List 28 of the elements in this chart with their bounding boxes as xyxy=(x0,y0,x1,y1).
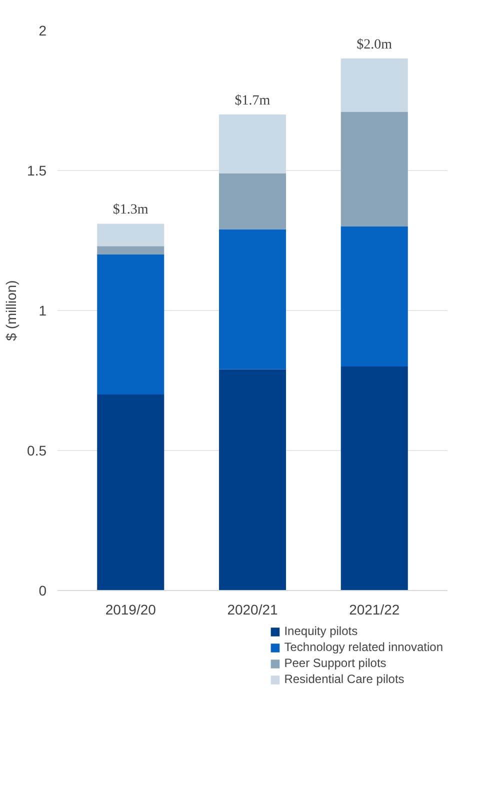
bar xyxy=(97,224,164,246)
legend-label: Residential Care pilots xyxy=(284,672,404,686)
bar xyxy=(97,254,164,394)
bar xyxy=(218,229,286,370)
bar xyxy=(340,58,408,112)
y-tick-label: 0.5 xyxy=(27,442,47,458)
bar xyxy=(340,366,408,590)
total-label: $1.7m xyxy=(234,94,270,108)
y-tick-label: 1.5 xyxy=(27,162,47,178)
legend-label: Technology related innovation xyxy=(284,640,443,654)
bar xyxy=(97,394,164,590)
legend-label: Inequity pilots xyxy=(284,624,358,638)
total-label: $2.0m xyxy=(356,38,392,52)
bar xyxy=(340,226,408,366)
y-tick-label: 2 xyxy=(38,22,47,38)
y-tick-label: 0 xyxy=(38,582,47,598)
total-label: $1.3m xyxy=(112,202,148,218)
bar xyxy=(97,246,164,254)
legend-label: Peer Support pilots xyxy=(284,656,386,670)
x-tick-label: 2020/21 xyxy=(227,602,278,618)
bar xyxy=(218,173,286,230)
y-axis-title: $ (million) xyxy=(3,280,20,341)
bar xyxy=(218,114,286,174)
x-tick-label: 2021/22 xyxy=(349,602,400,618)
bar xyxy=(218,369,286,590)
bar xyxy=(340,112,408,226)
x-tick-label: 2019/20 xyxy=(105,602,156,618)
y-tick-label: 1 xyxy=(38,302,47,318)
